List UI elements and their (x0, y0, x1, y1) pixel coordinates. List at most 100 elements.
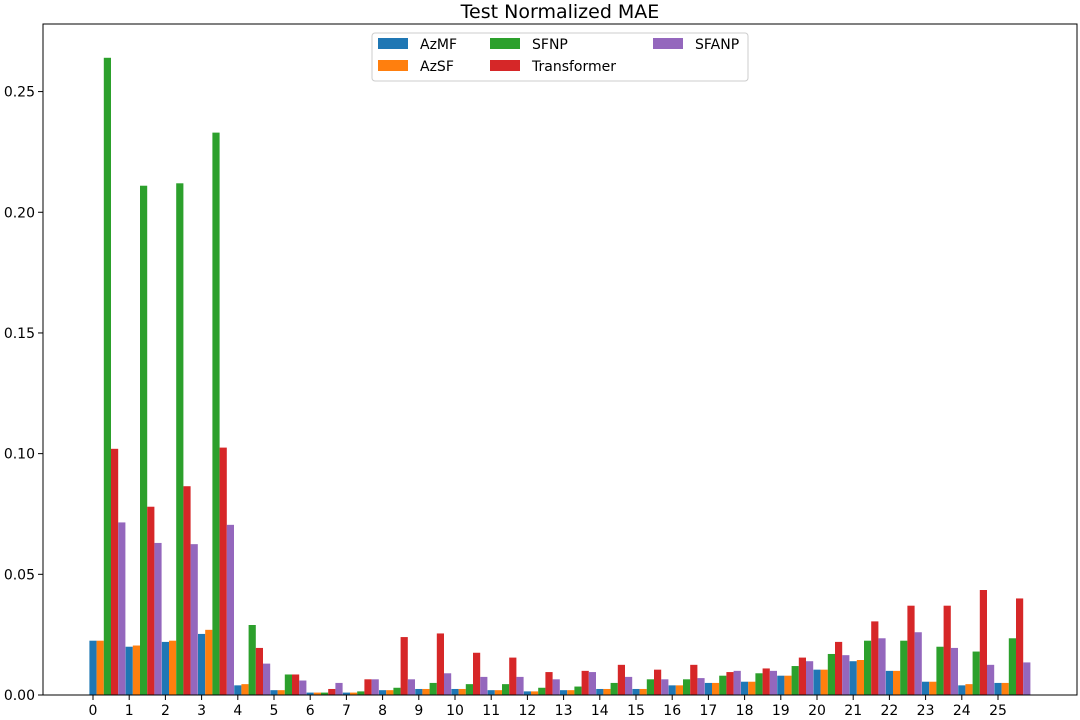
y-tick-label: 0.25 (4, 85, 35, 101)
bar-azmf-8 (379, 690, 387, 695)
bar-azsf-19 (784, 675, 792, 695)
bar-sfnp-3 (212, 132, 220, 695)
bar-azmf-12 (523, 691, 531, 695)
bar-azmf-15 (632, 688, 640, 695)
bar-azmf-10 (451, 688, 459, 695)
bar-sfnp-23 (936, 646, 944, 695)
bar-azsf-16 (675, 685, 683, 695)
x-tick-label: 17 (699, 703, 717, 719)
bar-azsf-20 (820, 669, 828, 695)
bar-sfanp-16 (697, 678, 705, 695)
bar-azmf-17 (704, 682, 712, 695)
legend-label-azsf: AzSF (420, 59, 454, 75)
bar-sfanp-5 (299, 680, 307, 695)
bar-transformer-22 (907, 605, 915, 695)
bar-azsf-2 (169, 640, 177, 695)
y-tick-label: 0.15 (4, 326, 35, 342)
legend-label-azmf: AzMF (420, 37, 457, 53)
bar-azsf-21 (856, 660, 864, 695)
bar-transformer-3 (219, 447, 227, 695)
bar-sfnp-16 (683, 679, 691, 695)
bar-transformer-12 (545, 672, 553, 695)
bar-sfanp-25 (1023, 662, 1031, 695)
x-tick-label: 2 (161, 703, 170, 719)
bar-sfanp-9 (444, 673, 452, 695)
bar-sfanp-11 (516, 676, 524, 695)
bar-sfnp-6 (321, 692, 329, 695)
bar-azmf-18 (741, 681, 749, 695)
bar-sfnp-18 (755, 673, 763, 695)
bar-transformer-14 (617, 664, 625, 695)
bar-azmf-24 (958, 685, 966, 695)
bar-sfanp-17 (733, 670, 741, 695)
bar-sfnp-21 (864, 640, 872, 695)
x-tick-label: 20 (808, 703, 826, 719)
bar-transformer-17 (726, 672, 734, 695)
bar-sfnp-9 (429, 682, 437, 695)
bar-azmf-22 (885, 670, 893, 695)
bar-sfnp-20 (827, 653, 835, 695)
bar-azmf-3 (198, 633, 206, 695)
x-tick-label: 12 (518, 703, 536, 719)
bar-sfanp-6 (335, 682, 343, 695)
bar-transformer-13 (581, 670, 589, 695)
legend-swatch-azmf (378, 38, 408, 49)
x-tick-label: 4 (233, 703, 242, 719)
bar-azsf-0 (96, 640, 104, 695)
bar-azsf-8 (386, 690, 394, 695)
bar-sfnp-0 (103, 57, 111, 696)
bar-transformer-25 (1016, 598, 1024, 695)
bar-sfanp-15 (661, 679, 669, 695)
bar-transformer-1 (147, 506, 155, 695)
bar-sfanp-2 (190, 544, 198, 695)
bar-sfanp-24 (987, 664, 995, 695)
x-tick-label: 24 (953, 703, 971, 719)
bar-azmf-23 (922, 681, 930, 695)
bar-sfanp-14 (625, 676, 633, 695)
bar-sfanp-10 (480, 676, 488, 695)
x-tick-label: 15 (627, 703, 645, 719)
y-axis: 0.00 0.05 0.10 0.15 0.20 0.25 (4, 85, 43, 704)
legend-label-sfanp: SFANP (695, 37, 739, 53)
y-tick-label: 0.10 (4, 447, 35, 463)
legend-swatch-sfanp (653, 38, 683, 49)
x-tick-label: 22 (880, 703, 898, 719)
x-axis: 0 1 2 3 4 5 6 7 8 9 10 11 12 13 14 15 16 17 18 19 20 21 22 23 24… (89, 695, 1007, 719)
x-tick-label: 18 (736, 703, 754, 719)
bar-azsf-24 (965, 684, 973, 695)
bar-sfanp-12 (552, 679, 560, 695)
bar-azsf-10 (458, 688, 466, 695)
bar-sfanp-18 (769, 670, 777, 695)
chart-title: Test Normalized MAE (460, 1, 660, 23)
bar-azsf-12 (531, 691, 539, 695)
x-tick-label: 8 (378, 703, 387, 719)
x-tick-label: 1 (125, 703, 134, 719)
x-tick-label: 6 (306, 703, 315, 719)
bar-azmf-2 (161, 641, 169, 695)
bar-azsf-9 (422, 688, 430, 695)
bar-transformer-10 (473, 652, 481, 695)
bar-sfanp-4 (263, 663, 271, 695)
bar-azmf-21 (849, 661, 857, 695)
bar-azsf-18 (748, 681, 756, 695)
bar-sfnp-4 (248, 625, 256, 695)
bar-azsf-7 (350, 692, 358, 695)
bar-sfanp-3 (226, 524, 234, 695)
bar-azsf-17 (712, 682, 720, 695)
bar-azmf-5 (270, 690, 278, 695)
bar-azsf-5 (277, 690, 285, 695)
x-tick-label: 0 (89, 703, 98, 719)
bar-transformer-4 (255, 647, 263, 695)
bar-sfnp-2 (176, 183, 184, 696)
bar-transformer-23 (943, 605, 951, 695)
bar-sfnp-5 (284, 674, 292, 695)
bar-azsf-4 (241, 684, 249, 695)
bar-azsf-3 (205, 629, 213, 695)
bar-azmf-11 (487, 690, 495, 695)
bar-azmf-0 (89, 640, 97, 695)
x-tick-label: 23 (917, 703, 935, 719)
x-tick-label: 7 (342, 703, 351, 719)
bar-azsf-14 (603, 688, 611, 695)
bar-sfnp-17 (719, 675, 727, 695)
